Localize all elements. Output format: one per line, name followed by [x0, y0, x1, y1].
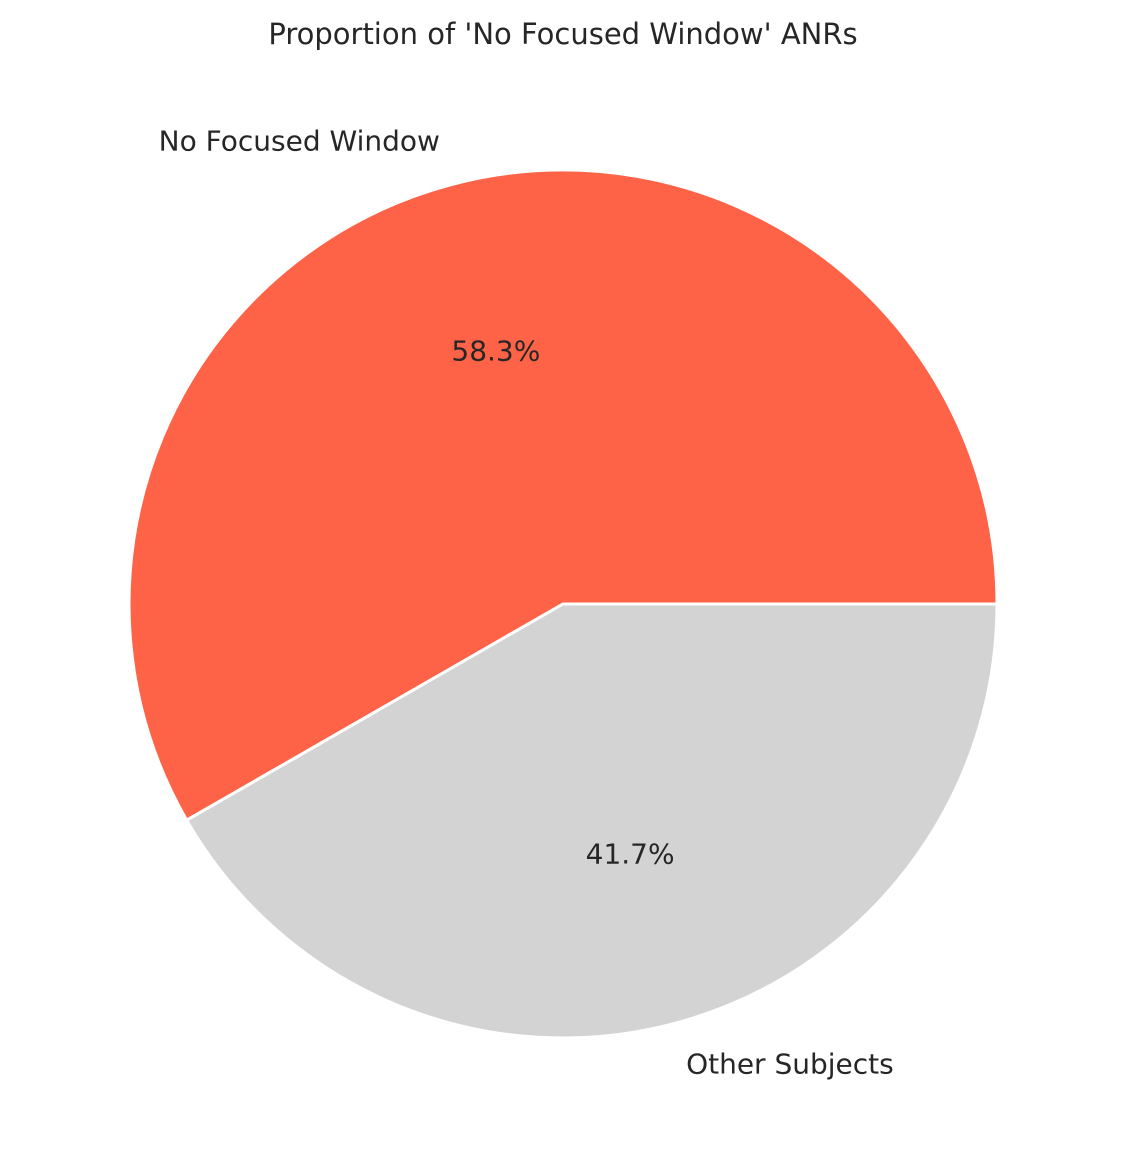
- pie-slices: [127, 168, 999, 1040]
- pie-slice-2: [185, 602, 999, 1040]
- chart-title: Proportion of 'No Focused Window' ANRs: [268, 17, 857, 51]
- pie-labels: No Focused Window 58.3% Other Subjects 41.7…: [159, 125, 894, 1081]
- pie-slice-1: [127, 168, 999, 822]
- slice-label-2: Other Subjects: [686, 1047, 894, 1080]
- slice-label-1: No Focused Window: [159, 125, 440, 158]
- slice-percent-label-1: 58.3%: [451, 334, 540, 367]
- slice-percent-label-2: 41.7%: [586, 838, 675, 871]
